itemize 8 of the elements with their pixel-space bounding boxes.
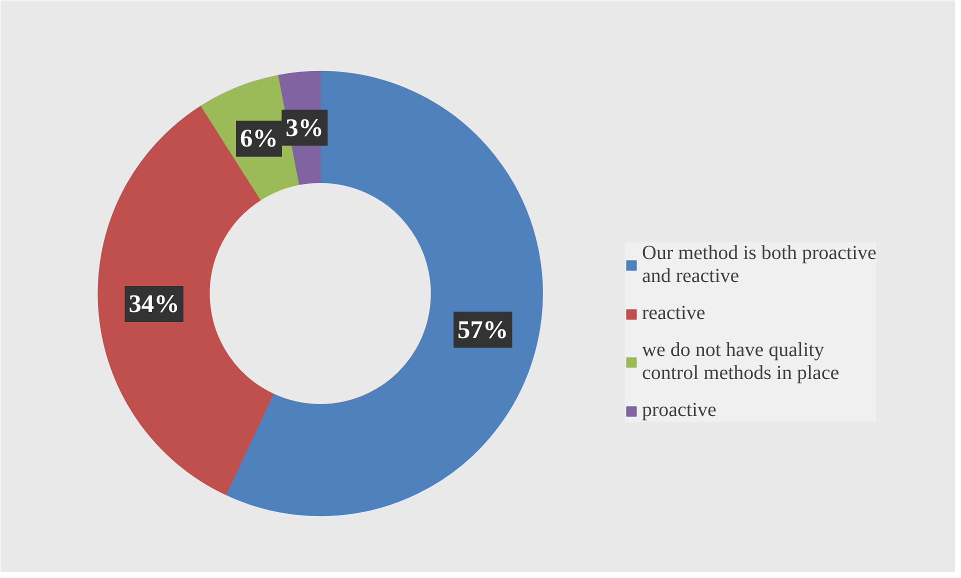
data-label: 57%	[458, 316, 508, 344]
legend-label: we do not have quality control methods in place	[642, 339, 840, 385]
legend-label: Our method is both proactive and reactive	[642, 242, 876, 288]
data-label: 34%	[128, 290, 180, 318]
data-label: 6%	[240, 124, 278, 153]
data-label: 3%	[286, 114, 324, 142]
legend-label: proactive	[642, 399, 716, 422]
legend-label: reactive	[642, 302, 706, 325]
